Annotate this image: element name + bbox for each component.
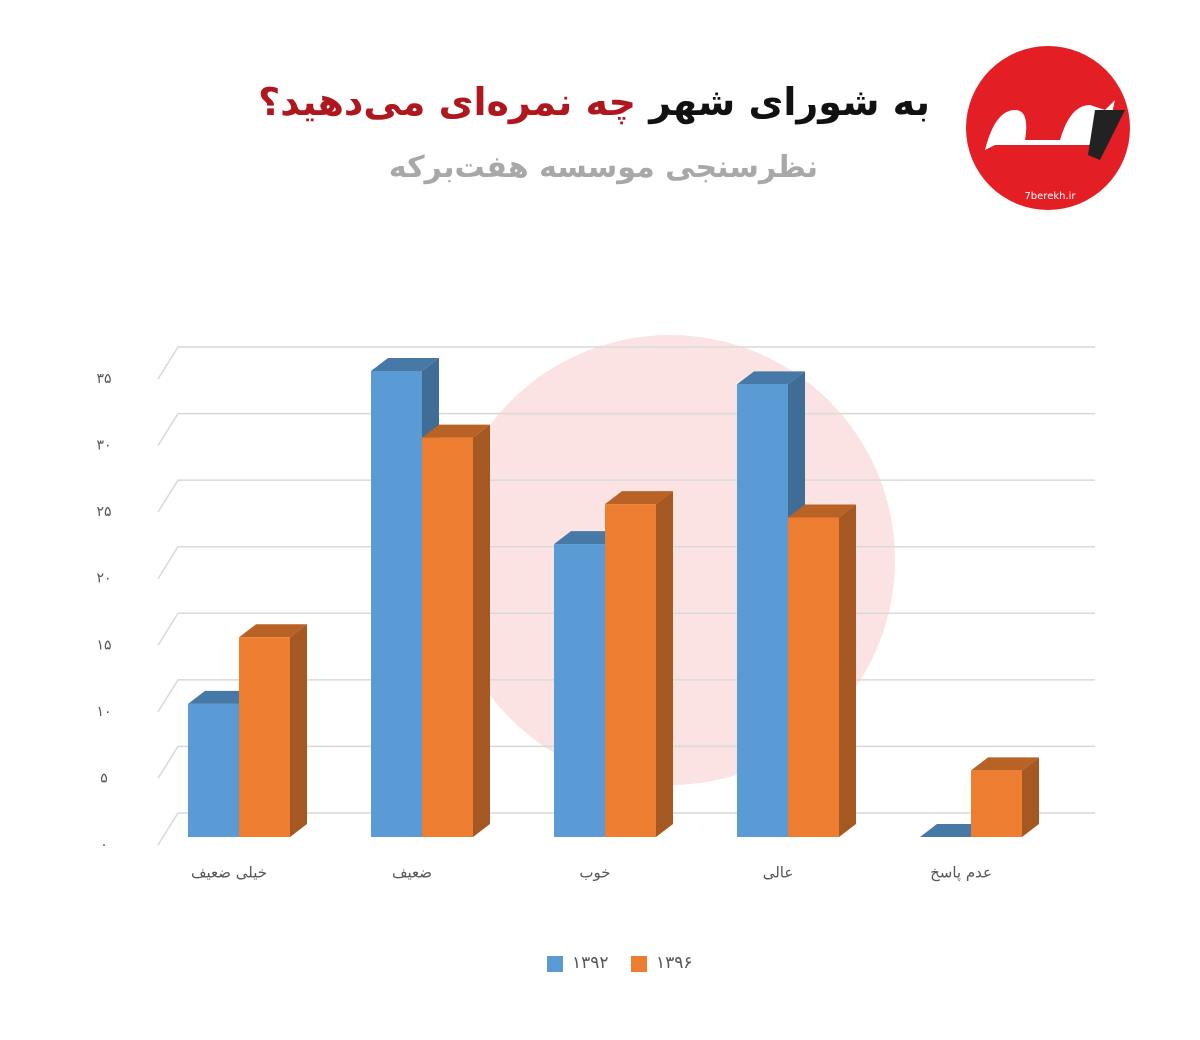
legend-swatch [547,956,563,972]
bar-3d [971,757,1039,837]
x-tick-label: ضعیف [392,864,432,882]
x-tick-label: عدم پاسخ [930,864,992,883]
bar-side [1022,757,1039,837]
grid-line [157,346,1095,380]
bar [239,637,290,837]
bar-top [371,358,439,371]
y-tick-label: ۱۵ [96,637,111,653]
title-part: چه نمره‌ای می‌دهید؟ [258,80,636,124]
bar-top [422,424,490,438]
bar-3d [788,504,856,837]
legend-label: ۱۳۹۶ [656,953,693,973]
bar [188,703,239,837]
y-tick-label: ۱۰ [96,704,111,720]
bar [554,544,605,837]
subtitle: نظرسنجی موسسه هفت‌برکه [388,150,818,185]
bar [371,371,422,837]
x-tick-label: خیلی ضعیف [191,864,267,882]
y-tick-label: ۲۵ [96,504,111,520]
legend-label: ۱۳۹۲ [572,953,609,973]
bar-side [290,624,307,837]
bar [788,517,839,837]
y-tick-label: ۳۰ [96,438,111,454]
logo-shape [1088,110,1125,160]
bar-top [737,371,805,385]
bar [737,384,788,837]
logo [966,46,1130,210]
x-tick-label: خوب [579,864,610,882]
bar-3d [422,424,490,837]
bar-top [605,491,673,505]
bar [971,770,1022,837]
bar-3d [239,624,307,837]
bar-top [971,757,1039,771]
bar-side [656,491,673,837]
logo-shape [985,100,1115,150]
logo-url: 7berekh.ir [1024,191,1076,202]
bar-side [839,504,856,837]
title: به شورای شهر چه نمره‌ای می‌دهید؟ [258,80,930,124]
x-tick-label: عالی [763,864,794,882]
bar-top [239,624,307,638]
title-part: به شورای شهر [649,80,930,124]
bar-3d [605,491,673,837]
bar-top [788,504,856,518]
bar [422,437,473,837]
legend-swatch [631,956,647,972]
y-tick-label: ۲۰ [96,571,111,587]
bar [605,504,656,837]
y-tick-label: ۵ [100,770,108,786]
bar-side [473,424,490,837]
y-tick-label: ۳۵ [96,371,111,387]
y-tick-label: ۰ [100,837,108,853]
